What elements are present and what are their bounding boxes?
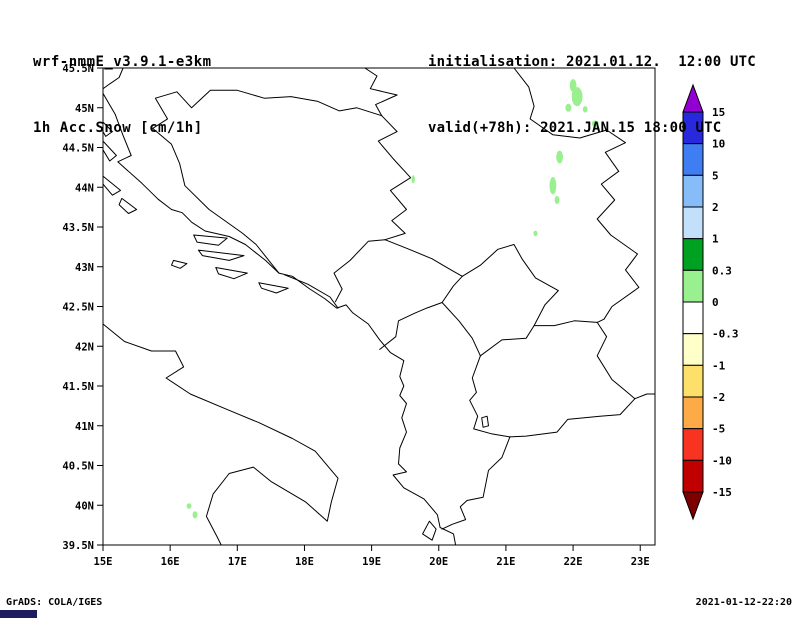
x-tick-label: 17E bbox=[228, 556, 247, 568]
snow-patch bbox=[582, 106, 588, 113]
country-border bbox=[461, 244, 559, 327]
country-border bbox=[596, 321, 636, 400]
y-tick-label: 41.5N bbox=[62, 381, 94, 393]
coastline-italy bbox=[103, 323, 339, 545]
island-outline bbox=[481, 415, 489, 428]
island-outline bbox=[215, 267, 248, 280]
island-outline bbox=[103, 175, 121, 196]
country-border bbox=[364, 68, 398, 117]
colorbar-segment bbox=[682, 206, 704, 240]
country-border bbox=[596, 170, 640, 323]
y-tick-label: 45.5N bbox=[62, 63, 94, 75]
x-tick-label: 15E bbox=[94, 556, 113, 568]
colorbar-segment bbox=[682, 459, 704, 493]
colorbar-label: -15 bbox=[712, 486, 732, 499]
map-layer bbox=[103, 68, 655, 545]
island-outline bbox=[422, 520, 437, 541]
x-tick-label: 22E bbox=[564, 556, 583, 568]
y-tick-label: 40N bbox=[75, 500, 94, 512]
y-tick-label: 44.5N bbox=[62, 143, 94, 155]
valid-time-label: valid(+78h): 2021.JAN.15 18:00 UTC bbox=[428, 120, 722, 136]
snow-patch bbox=[533, 230, 538, 237]
country-border bbox=[634, 393, 655, 400]
x-tick-label: 18E bbox=[295, 556, 314, 568]
country-border bbox=[479, 325, 535, 357]
country-border bbox=[469, 355, 511, 438]
y-tick-label: 39.5N bbox=[62, 540, 94, 552]
colorbar-label: 5 bbox=[712, 169, 719, 182]
y-tick-label: 41N bbox=[75, 421, 94, 433]
colorbar-label: -0.3 bbox=[712, 328, 739, 341]
colorbar-segment bbox=[682, 301, 704, 335]
x-tick-label: 23E bbox=[631, 556, 650, 568]
grads-credit: GrADS: COLA/IGES bbox=[6, 597, 103, 608]
colorbar-segment bbox=[682, 238, 704, 271]
x-tick-label: 21E bbox=[496, 556, 515, 568]
y-tick-label: 43N bbox=[75, 262, 94, 274]
colorbar-label: 15 bbox=[712, 106, 725, 119]
country-border bbox=[333, 239, 386, 303]
header-left: wrf-nmmE_v3.9.1-e3km 1h Acc.Snow [cm/1h] bbox=[33, 7, 212, 183]
country-border bbox=[533, 320, 598, 327]
snow-patch bbox=[411, 175, 415, 184]
country-border bbox=[377, 115, 412, 241]
y-tick-label: 44N bbox=[75, 182, 94, 194]
country-border bbox=[283, 274, 339, 309]
y-tick-label: 40.5N bbox=[62, 461, 94, 473]
colorbar-label: 1 bbox=[712, 233, 719, 246]
country-border bbox=[379, 239, 463, 350]
x-tick-label: 20E bbox=[429, 556, 448, 568]
colorbar-label: 2 bbox=[712, 201, 719, 214]
country-border bbox=[103, 68, 124, 90]
y-tick-label: 42.5N bbox=[62, 302, 94, 314]
colorbar-label: 10 bbox=[712, 138, 725, 151]
snow-patch bbox=[554, 196, 560, 204]
colorbar-segment bbox=[682, 364, 704, 398]
island-outline bbox=[118, 197, 138, 214]
colorbar-label: -10 bbox=[712, 454, 732, 467]
snow-patch bbox=[591, 120, 599, 127]
init-time-label: initialisation: 2021.01.12. 12:00 UTC bbox=[428, 54, 756, 70]
field-title: 1h Acc.Snow [cm/1h] bbox=[33, 120, 203, 136]
colorbar-label: -1 bbox=[712, 359, 726, 372]
header-right: initialisation: 2021.01.12. 12:00 UTC va… bbox=[428, 7, 756, 183]
country-border bbox=[152, 89, 383, 274]
snow-patch bbox=[565, 103, 572, 112]
snow-patch bbox=[186, 503, 192, 509]
coastline-adriatic-east bbox=[103, 92, 457, 545]
island-outline bbox=[193, 234, 228, 246]
snow-patch bbox=[556, 150, 563, 164]
island-outline bbox=[258, 282, 289, 294]
y-tick-label: 42N bbox=[75, 341, 94, 353]
creation-timestamp: 2021-01-12-22:20 bbox=[695, 597, 792, 608]
colorbar-label: -5 bbox=[712, 423, 725, 436]
colorbar-label: -2 bbox=[712, 391, 725, 404]
country-border bbox=[441, 436, 511, 530]
snow-patch bbox=[549, 177, 557, 195]
snow-patch bbox=[192, 511, 198, 519]
model-title: wrf-nmmE_v3.9.1-e3km bbox=[33, 54, 212, 70]
colorbar-segment bbox=[682, 333, 704, 366]
island-outline bbox=[103, 140, 117, 162]
x-tick-label: 19E bbox=[362, 556, 381, 568]
colorbar-segment bbox=[682, 428, 704, 461]
island-outline bbox=[103, 121, 113, 137]
country-border bbox=[509, 398, 636, 438]
window-corner-fragment bbox=[0, 610, 37, 618]
snow-patch bbox=[571, 87, 583, 107]
island-outline bbox=[171, 259, 188, 269]
x-tick-label: 16E bbox=[161, 556, 180, 568]
island-outline bbox=[197, 249, 245, 261]
colorbar-arrow-bottom bbox=[682, 491, 704, 521]
y-tick-label: 43.5N bbox=[62, 222, 94, 234]
country-border bbox=[441, 302, 481, 357]
colorbar-label: 0 bbox=[712, 296, 719, 309]
colorbar-segment bbox=[682, 269, 704, 303]
colorbar-label: 0.3 bbox=[712, 264, 732, 277]
colorbar-segment bbox=[682, 396, 704, 430]
country-border bbox=[513, 68, 626, 172]
y-tick-label: 45N bbox=[75, 103, 94, 115]
